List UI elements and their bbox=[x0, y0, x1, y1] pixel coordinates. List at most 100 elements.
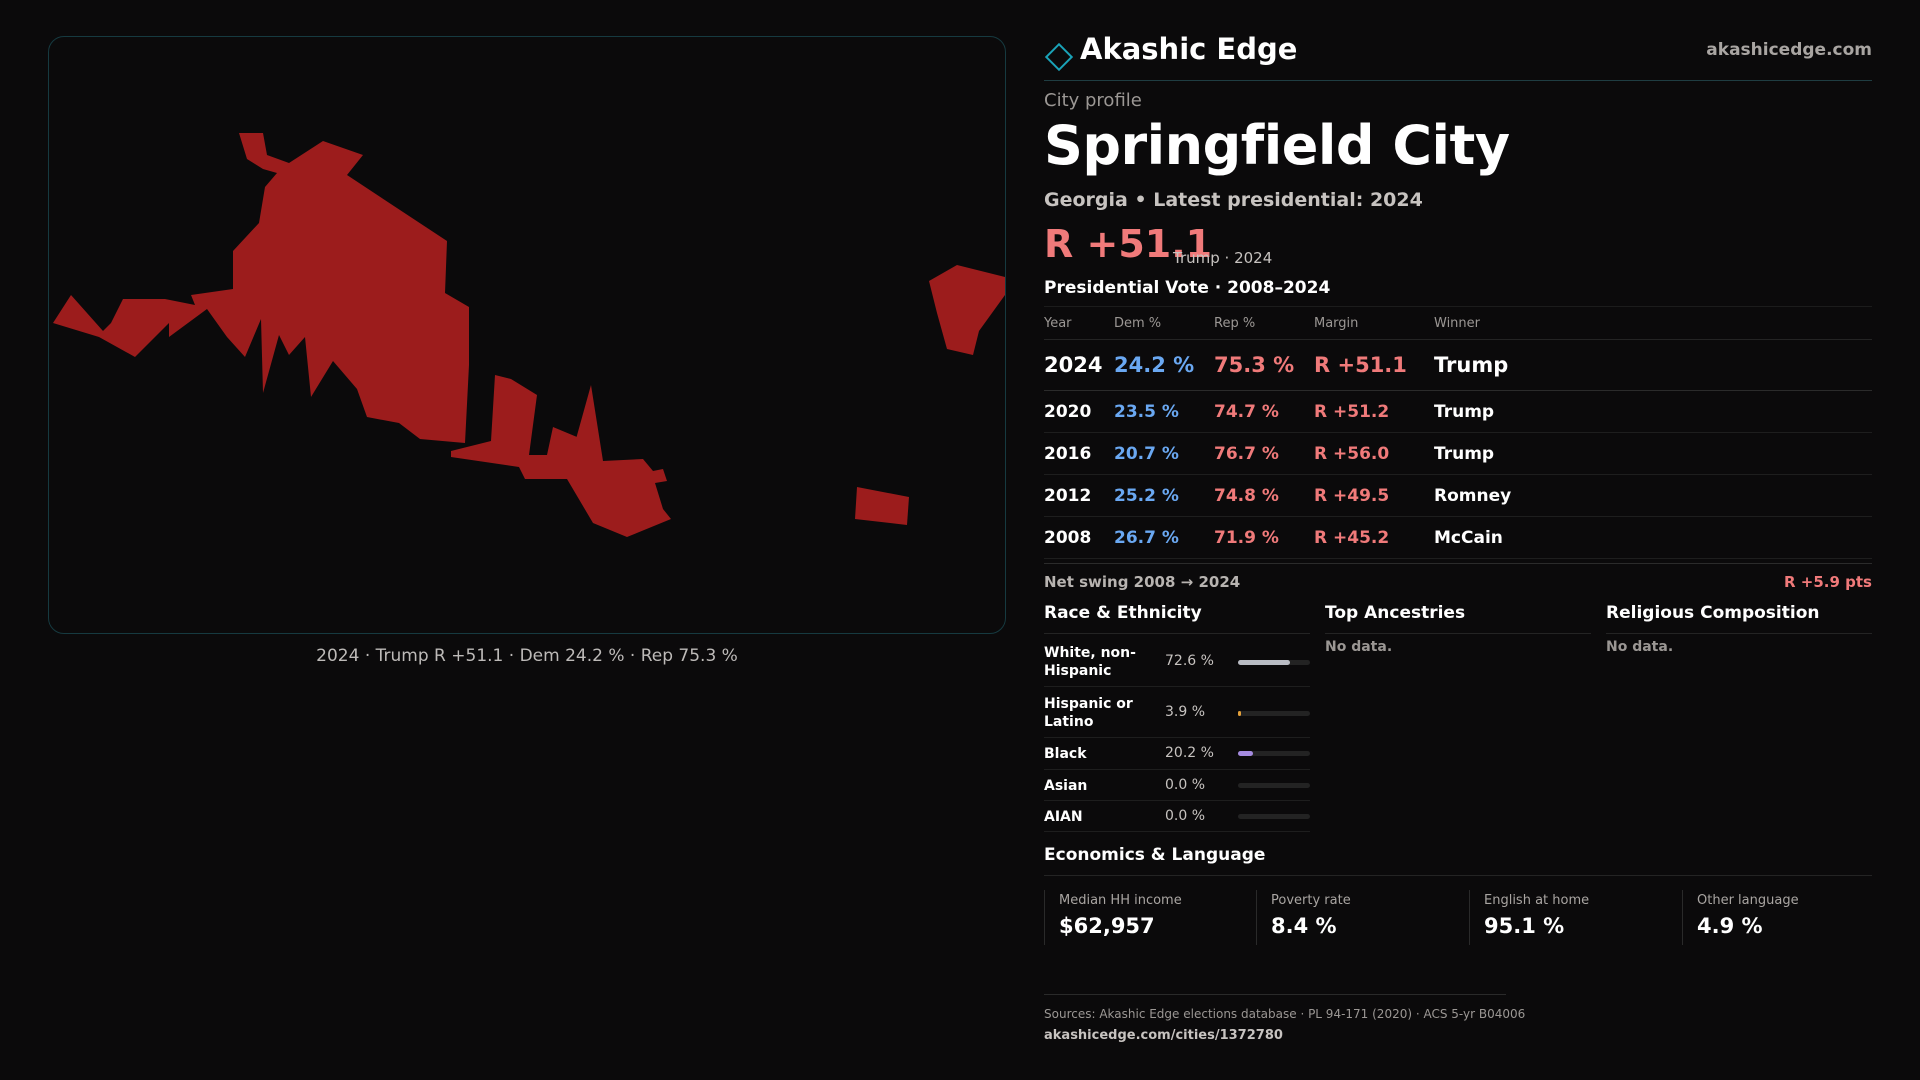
race-bar-track bbox=[1238, 660, 1310, 665]
cell-dem: 25.2 % bbox=[1114, 474, 1214, 517]
stat-poverty-rate: Poverty rate 8.4 % bbox=[1256, 890, 1469, 945]
stat-label: Poverty rate bbox=[1271, 893, 1351, 908]
sources-footer: Sources: Akashic Edge elections database… bbox=[1044, 994, 1525, 1043]
column-header-year: Year bbox=[1044, 306, 1114, 340]
race-label: Black bbox=[1044, 746, 1087, 762]
list-item: Hispanic or Latino 3.9 % bbox=[1044, 687, 1310, 738]
column-header-rep: Rep % bbox=[1214, 306, 1314, 340]
race-percent: 0.0 % bbox=[1165, 777, 1206, 793]
race-bar-track bbox=[1238, 751, 1310, 756]
religion-empty-text: No data. bbox=[1606, 639, 1674, 655]
race-section-heading: Race & Ethnicity bbox=[1044, 603, 1310, 634]
brand-url-link[interactable]: akashicedge.com bbox=[1706, 40, 1872, 60]
sources-url-link[interactable]: akashicedge.com/cities/1372780 bbox=[1044, 1028, 1283, 1043]
latest-margin: R +51.1 bbox=[1044, 222, 1213, 266]
race-label: AIAN bbox=[1044, 809, 1083, 825]
city-boundary-south[interactable] bbox=[451, 375, 671, 537]
economics-stats: Median HH income $62,957 Poverty rate 8.… bbox=[1044, 890, 1872, 945]
race-bar-fill bbox=[1238, 751, 1253, 756]
cell-rep: 71.9 % bbox=[1214, 516, 1314, 559]
cell-margin: R +45.2 bbox=[1314, 516, 1434, 559]
cell-dem: 26.7 % bbox=[1114, 516, 1214, 559]
cell-margin: R +51.2 bbox=[1314, 390, 1434, 433]
cell-dem: 24.2 % bbox=[1114, 339, 1214, 391]
table-row: 2008 26.7 % 71.9 % R +45.2 McCain bbox=[1044, 516, 1872, 559]
city-boundary-east[interactable] bbox=[929, 265, 1005, 355]
page-kicker: City profile bbox=[1044, 90, 1142, 111]
cell-winner: Trump bbox=[1434, 339, 1872, 391]
cell-rep: 75.3 % bbox=[1214, 339, 1314, 391]
stat-label: Other language bbox=[1697, 893, 1799, 908]
race-ethnicity-list: White, non-Hispanic 72.6 % Hispanic or L… bbox=[1044, 636, 1310, 832]
column-header-winner: Winner bbox=[1434, 306, 1872, 340]
table-row: 2020 23.5 % 74.7 % R +51.2 Trump bbox=[1044, 390, 1872, 433]
cell-margin: R +49.5 bbox=[1314, 474, 1434, 517]
cell-year: 2016 bbox=[1044, 432, 1114, 475]
list-item: AIAN 0.0 % bbox=[1044, 801, 1310, 832]
race-percent: 20.2 % bbox=[1165, 745, 1214, 761]
cell-margin: R +51.1 bbox=[1314, 339, 1434, 391]
race-label: Hispanic or Latino bbox=[1044, 696, 1133, 730]
list-item: Asian 0.0 % bbox=[1044, 770, 1310, 801]
cell-year: 2020 bbox=[1044, 390, 1114, 433]
table-row: 2012 25.2 % 74.8 % R +49.5 Romney bbox=[1044, 474, 1872, 517]
race-bar-fill bbox=[1238, 711, 1241, 716]
stat-value: 8.4 % bbox=[1271, 914, 1337, 938]
city-map[interactable] bbox=[48, 36, 1006, 634]
table-row: 2024 24.2 % 75.3 % R +51.1 Trump bbox=[1044, 339, 1872, 391]
cell-winner: Romney bbox=[1434, 474, 1872, 517]
stat-english-at-home: English at home 95.1 % bbox=[1469, 890, 1682, 945]
page-title: Springfield City bbox=[1044, 114, 1510, 177]
cell-winner: McCain bbox=[1434, 516, 1872, 559]
ancestries-section-heading: Top Ancestries bbox=[1325, 603, 1591, 634]
race-label: White, non-Hispanic bbox=[1044, 645, 1136, 679]
city-boundary-shapes bbox=[53, 133, 1005, 537]
cell-dem: 20.7 % bbox=[1114, 432, 1214, 475]
stat-median-income: Median HH income $62,957 bbox=[1044, 890, 1257, 945]
stat-value: 4.9 % bbox=[1697, 914, 1763, 938]
sources-text: Sources: Akashic Edge elections database… bbox=[1044, 1007, 1526, 1021]
race-percent: 3.9 % bbox=[1165, 704, 1206, 720]
table-row: 2016 20.7 % 76.7 % R +56.0 Trump bbox=[1044, 432, 1872, 475]
column-header-margin: Margin bbox=[1314, 306, 1434, 340]
cell-winner: Trump bbox=[1434, 390, 1872, 433]
stat-value: 95.1 % bbox=[1484, 914, 1565, 938]
list-item: Black 20.2 % bbox=[1044, 738, 1310, 770]
economics-section-heading: Economics & Language bbox=[1044, 845, 1872, 876]
list-item: White, non-Hispanic 72.6 % bbox=[1044, 636, 1310, 687]
brand-name[interactable]: Akashic Edge bbox=[1080, 32, 1298, 66]
cell-year: 2008 bbox=[1044, 516, 1114, 559]
net-swing-label: Net swing 2008 → 2024 bbox=[1044, 573, 1241, 591]
race-bar-track bbox=[1238, 711, 1310, 716]
cell-year: 2012 bbox=[1044, 474, 1114, 517]
vote-section-heading: Presidential Vote · 2008–2024 bbox=[1044, 278, 1331, 298]
race-percent: 0.0 % bbox=[1165, 808, 1206, 824]
column-header-dem: Dem % bbox=[1114, 306, 1214, 340]
stat-value: $62,957 bbox=[1059, 914, 1155, 938]
cell-rep: 76.7 % bbox=[1214, 432, 1314, 475]
stat-label: English at home bbox=[1484, 893, 1590, 908]
race-bar-track bbox=[1238, 814, 1310, 819]
map-caption: 2024 · Trump R +51.1 · Dem 24.2 % · Rep … bbox=[316, 646, 738, 666]
stat-other-language: Other language 4.9 % bbox=[1682, 890, 1873, 945]
cell-rep: 74.7 % bbox=[1214, 390, 1314, 433]
net-swing-row: Net swing 2008 → 2024 R +5.9 pts bbox=[1044, 563, 1872, 600]
brand-header: Akashic Edge akashicedge.com bbox=[1044, 30, 1872, 81]
cell-year: 2024 bbox=[1044, 339, 1114, 391]
city-boundary-map bbox=[53, 133, 1005, 537]
cell-dem: 23.5 % bbox=[1114, 390, 1214, 433]
race-bar-track bbox=[1238, 783, 1310, 788]
cell-rep: 74.8 % bbox=[1214, 474, 1314, 517]
stat-label: Median HH income bbox=[1059, 893, 1182, 908]
city-boundary-main[interactable] bbox=[53, 133, 469, 443]
cell-winner: Trump bbox=[1434, 432, 1872, 475]
cell-margin: R +56.0 bbox=[1314, 432, 1434, 475]
diamond-logo-icon bbox=[1044, 42, 1074, 72]
latest-margin-note: Trump · 2024 bbox=[1173, 249, 1273, 267]
presidential-vote-table: Year Dem % Rep % Margin Winner 2024 24.2… bbox=[1044, 306, 1872, 559]
table-header-row: Year Dem % Rep % Margin Winner bbox=[1044, 306, 1872, 340]
city-boundary-enclave[interactable] bbox=[855, 487, 909, 525]
religion-section-heading: Religious Composition bbox=[1606, 603, 1872, 634]
race-label: Asian bbox=[1044, 778, 1088, 794]
race-percent: 72.6 % bbox=[1165, 653, 1214, 669]
